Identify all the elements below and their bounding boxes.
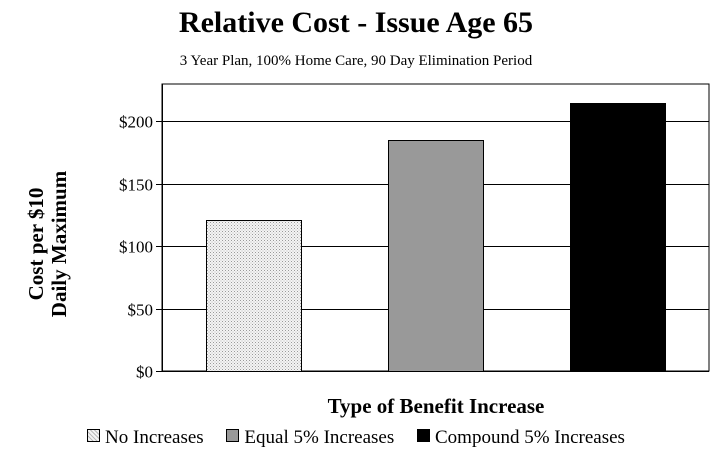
chart-title: Relative Cost - Issue Age 65 xyxy=(178,6,534,39)
y-tick-label: $200 xyxy=(119,113,153,132)
legend-label-no-increases: No Increases xyxy=(105,427,204,448)
legend-swatch-compound-5pct xyxy=(417,429,430,442)
bar-equal-5pct xyxy=(388,140,484,372)
y-tick-label: $0 xyxy=(136,363,153,382)
legend-item-no-increases: No Increases xyxy=(87,427,204,449)
legend-swatch-equal-5pct xyxy=(226,429,240,442)
legend-swatch-no-increases xyxy=(87,429,101,442)
bar-no-increases xyxy=(206,220,302,372)
legend-label-compound-5pct: Compound 5% Increases xyxy=(435,427,625,448)
bars xyxy=(206,103,666,372)
y-tick-label: $100 xyxy=(119,238,153,257)
legend-item-compound-5pct: Compound 5% Increases xyxy=(417,427,625,449)
y-tick-label: $150 xyxy=(119,176,153,195)
legend-item-equal-5pct: Equal 5% Increases xyxy=(226,427,394,449)
bar-compound-5pct xyxy=(570,103,666,372)
x-axis-label: Type of Benefit Increase xyxy=(327,394,545,418)
chart-subtitle: 3 Year Plan, 100% Home Care, 90 Day Elim… xyxy=(179,53,533,69)
y-axis: $0 $50 $100 $150 $200 xyxy=(119,84,709,382)
legend-label-equal-5pct: Equal 5% Increases xyxy=(244,427,395,448)
legend: No Increases Equal 5% Increases Compound… xyxy=(0,427,712,449)
y-tick-label: $50 xyxy=(128,301,154,320)
